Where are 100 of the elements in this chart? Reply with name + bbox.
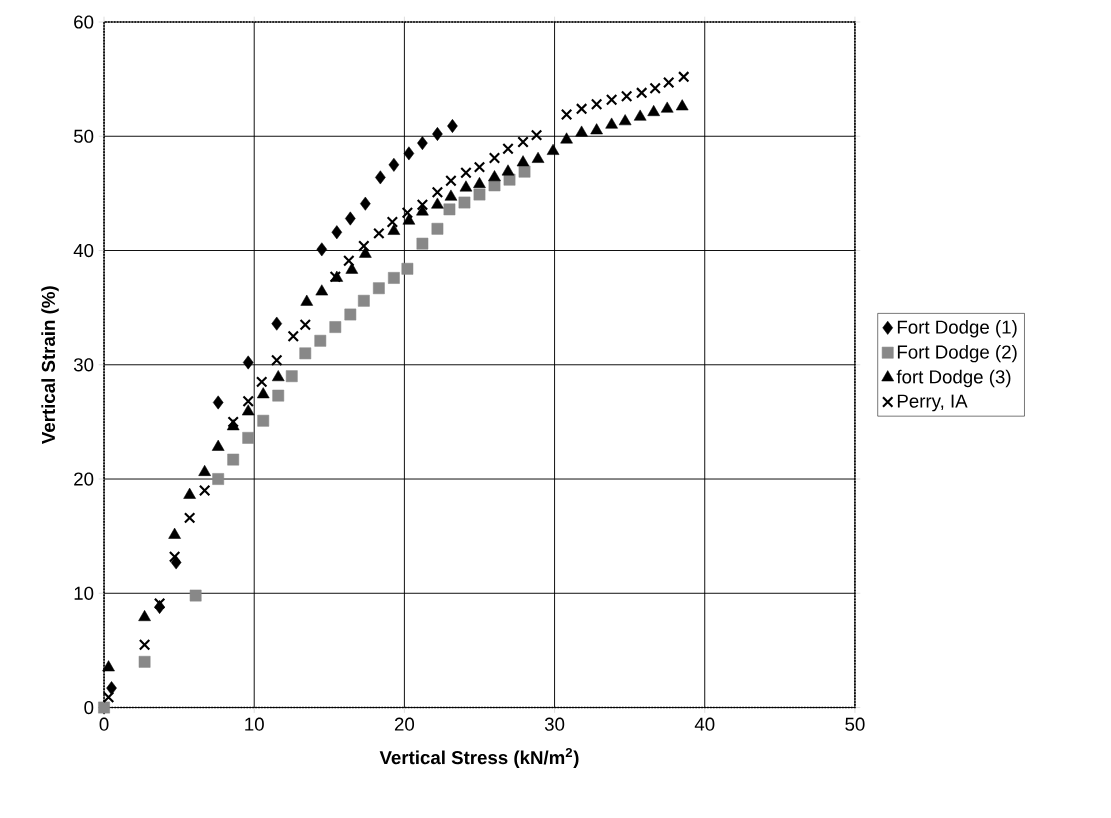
point — [285, 370, 298, 383]
point — [605, 117, 618, 129]
point — [345, 211, 356, 226]
point — [314, 335, 327, 347]
point — [211, 440, 225, 451]
point — [445, 175, 457, 187]
point — [488, 170, 501, 182]
point — [662, 76, 675, 89]
point — [183, 488, 196, 499]
point — [212, 395, 224, 410]
point — [373, 227, 385, 240]
point — [416, 238, 429, 250]
point — [387, 224, 401, 236]
point — [560, 132, 573, 144]
point — [300, 294, 314, 306]
point — [620, 90, 633, 103]
point — [375, 170, 386, 185]
point — [102, 691, 115, 704]
point — [417, 136, 428, 151]
point — [331, 225, 343, 240]
point — [198, 484, 211, 497]
point — [431, 186, 444, 199]
point — [272, 389, 285, 402]
point — [360, 196, 371, 211]
point — [660, 101, 674, 113]
point — [575, 103, 588, 115]
y-tick-label: 10 — [74, 586, 94, 601]
point — [270, 354, 283, 367]
x-tick-label: 30 — [544, 717, 565, 732]
point — [227, 453, 240, 466]
point — [431, 197, 444, 209]
y-tick-label: 20 — [74, 472, 94, 486]
point — [432, 127, 443, 142]
point — [560, 108, 573, 121]
point — [153, 597, 166, 610]
x-tick-label: 50 — [845, 717, 865, 732]
point — [168, 528, 181, 539]
point — [189, 589, 202, 602]
point — [416, 199, 429, 211]
point — [255, 376, 268, 388]
point — [501, 164, 515, 176]
point — [344, 308, 357, 321]
point — [242, 355, 254, 370]
point — [271, 316, 283, 331]
point — [401, 207, 414, 219]
point — [329, 321, 342, 334]
legend-label: fort Dodge (3) — [896, 369, 1011, 388]
point — [299, 347, 312, 360]
point — [401, 263, 414, 275]
point — [649, 82, 661, 95]
y-tick-label: 30 — [73, 358, 94, 372]
point — [343, 255, 355, 267]
point — [241, 404, 255, 416]
y-tick-label: 50 — [73, 129, 94, 144]
x-tick-label: 0 — [99, 717, 109, 732]
point — [530, 129, 543, 142]
legend-label: Fort Dodge (2) — [897, 345, 1017, 363]
legend-label: Fort Dodge (1) — [897, 320, 1017, 338]
point — [102, 660, 115, 672]
point — [647, 105, 660, 117]
x-axis-title: Vertical Stress (kN/m$^{2}$) — [379, 748, 579, 769]
x-tick-label: 20 — [394, 717, 415, 732]
point — [635, 87, 648, 99]
point — [443, 203, 456, 216]
point — [590, 123, 603, 135]
point — [402, 213, 416, 225]
point — [546, 144, 560, 156]
point — [287, 330, 300, 343]
point — [345, 262, 359, 274]
point — [183, 512, 196, 524]
point — [431, 223, 444, 235]
point — [138, 656, 151, 668]
point — [633, 109, 647, 121]
point — [386, 216, 399, 228]
point — [618, 114, 632, 126]
point — [357, 295, 370, 307]
legend-label: Perry, IA — [897, 394, 968, 412]
point — [502, 143, 514, 155]
y-axis-title: Vertical Strain (%) — [41, 286, 59, 445]
point — [256, 387, 270, 399]
point — [675, 99, 689, 111]
x-tick-label: 40 — [694, 717, 715, 732]
y-tick-label: 60 — [74, 15, 94, 29]
point — [138, 639, 151, 651]
point — [488, 152, 501, 164]
x-tick-label: 10 — [245, 717, 264, 732]
point — [212, 473, 225, 486]
point — [605, 94, 618, 106]
point — [473, 177, 486, 189]
point — [575, 125, 588, 137]
point — [473, 188, 486, 201]
point — [257, 415, 270, 427]
point — [444, 189, 458, 201]
point — [316, 242, 328, 257]
y-tick-label: 40 — [73, 244, 94, 258]
point — [315, 284, 329, 296]
point — [518, 166, 531, 178]
point — [458, 196, 471, 209]
point — [358, 240, 370, 252]
point — [388, 158, 400, 172]
